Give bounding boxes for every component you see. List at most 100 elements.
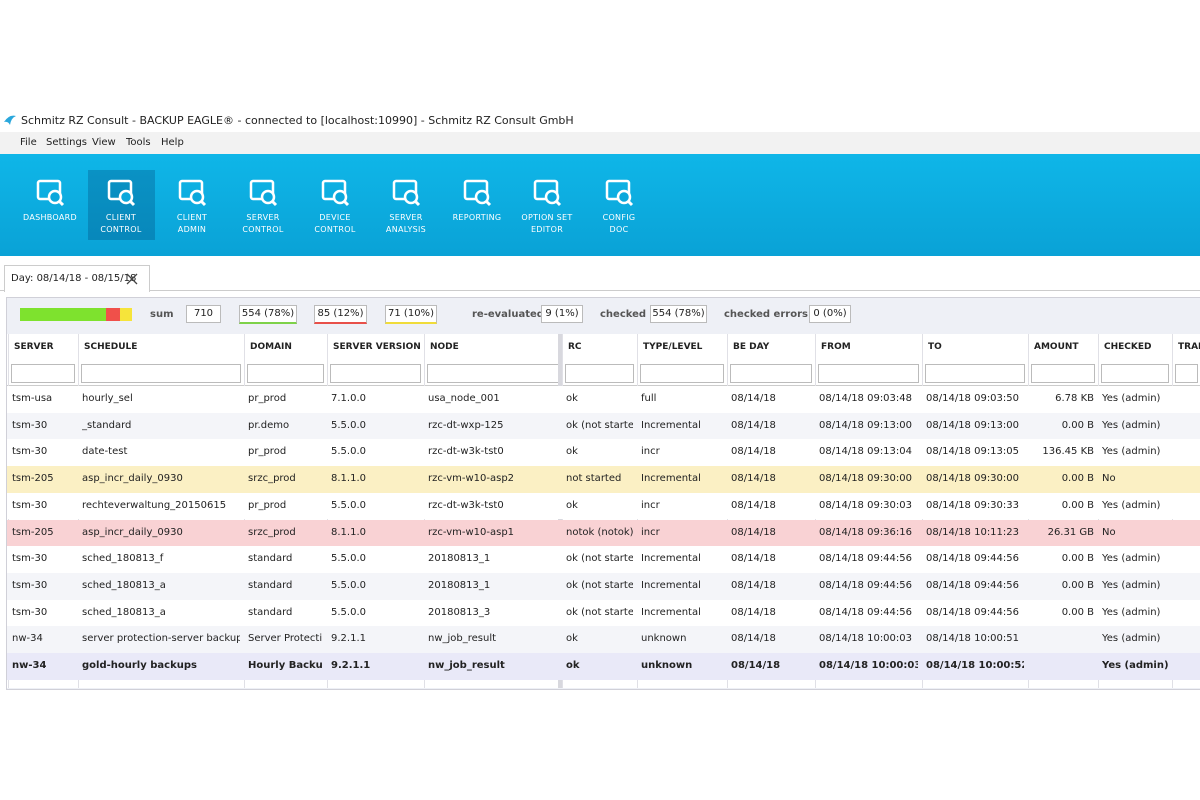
- table-cell: sched_180813_a: [82, 579, 166, 591]
- tool-label[interactable]: CONFIG: [602, 213, 636, 222]
- column-header[interactable]: TYPE/LEVEL: [643, 342, 703, 352]
- table-cell: ok: [566, 660, 580, 671]
- column-filter[interactable]: [818, 364, 919, 383]
- ok-box: 554 (78%): [239, 305, 297, 324]
- column-filter[interactable]: [1031, 364, 1095, 383]
- column-filter[interactable]: [81, 364, 241, 383]
- table-cell: Yes (admin): [1102, 499, 1161, 511]
- error-box: 85 (12%): [314, 305, 367, 324]
- table-cell: 5.5.0.0: [331, 419, 366, 431]
- table-row[interactable]: [7, 386, 1200, 413]
- column-filter[interactable]: [427, 364, 559, 383]
- table-row[interactable]: [7, 546, 1200, 573]
- table-cell: _standard: [82, 419, 132, 431]
- table-cell: tsm-205: [12, 526, 54, 538]
- menu-item[interactable]: Help: [161, 137, 184, 148]
- column-header[interactable]: AMOUNT: [1034, 342, 1079, 352]
- table-cell: 08/14/18 10:00:51: [926, 633, 1020, 645]
- table-row[interactable]: [7, 412, 1200, 440]
- tool-label[interactable]: CLIENT: [105, 213, 137, 222]
- progress-warning: [120, 308, 132, 321]
- tool-label[interactable]: CLIENT: [176, 213, 208, 222]
- tool-icon: [463, 179, 492, 207]
- table-cell: 5.5.0.0: [331, 579, 366, 591]
- table-cell: 0.00 B: [1061, 579, 1094, 591]
- table-cell: ok (not started): [566, 579, 633, 591]
- table-row[interactable]: [7, 572, 1200, 600]
- column-filter[interactable]: [565, 364, 634, 383]
- table-cell: rzc-dt-w3k-tst0: [428, 499, 504, 511]
- tool-label[interactable]: SERVER: [389, 213, 423, 222]
- column-header[interactable]: FROM: [821, 342, 851, 352]
- table-cell: 08/14/18 09:03:50: [926, 393, 1020, 404]
- menu-item[interactable]: Settings: [46, 137, 88, 148]
- column-header[interactable]: TO: [928, 342, 942, 352]
- column-filter[interactable]: [730, 364, 812, 383]
- table-row[interactable]: [7, 653, 1200, 680]
- tool-label[interactable]: SERVER: [246, 213, 280, 222]
- menu-item[interactable]: File: [20, 137, 37, 148]
- table-cell: 08/14/18: [731, 633, 776, 645]
- table-cell: 9.2.1.1: [331, 660, 371, 671]
- column-filter[interactable]: [925, 364, 1025, 383]
- table-row[interactable]: [7, 519, 1200, 547]
- table-row[interactable]: [7, 626, 1200, 653]
- tab-close[interactable]: [126, 273, 138, 285]
- table-cell: tsm-30: [12, 579, 48, 591]
- tool-label[interactable]: ANALYSIS: [385, 225, 427, 234]
- tool-label[interactable]: REPORTING: [452, 213, 502, 222]
- column-header[interactable]: CHECKED: [1104, 342, 1152, 352]
- column-filter[interactable]: [1101, 364, 1169, 383]
- tool-label[interactable]: ADMIN: [177, 225, 207, 234]
- column-header[interactable]: SERVER: [14, 342, 54, 352]
- column-header[interactable]: RC: [568, 342, 582, 352]
- table-row[interactable]: [7, 466, 1200, 493]
- column-filter[interactable]: [640, 364, 724, 383]
- reevaluated-label: re-evaluated: [472, 309, 544, 320]
- table-cell: unknown: [641, 660, 693, 671]
- table-cell: 08/14/18: [731, 473, 776, 485]
- table-cell: Incremental: [641, 606, 701, 618]
- table-cell: tsm-30: [12, 606, 48, 618]
- tool-label[interactable]: DEVICE: [319, 213, 351, 222]
- tool-label[interactable]: OPTION SET: [521, 213, 573, 222]
- table-cell: Server Protecti...: [248, 633, 323, 645]
- column-header[interactable]: NODE: [430, 342, 459, 352]
- table-row[interactable]: [7, 439, 1200, 467]
- tool-label[interactable]: DOC: [609, 225, 629, 234]
- column-filter[interactable]: [1175, 364, 1198, 383]
- table-cell: nw_job_result: [428, 633, 497, 645]
- menu-item[interactable]: View: [92, 137, 116, 148]
- tool-icon: [249, 179, 278, 207]
- tool-label[interactable]: EDITOR: [530, 225, 564, 234]
- tool-label[interactable]: CONTROL: [242, 225, 284, 234]
- column-header[interactable]: SCHEDULE: [84, 342, 138, 352]
- table-cell: Yes (admin): [1102, 446, 1161, 458]
- table-cell: 08/14/18: [731, 606, 776, 618]
- column-filter[interactable]: [330, 364, 421, 383]
- tool-label[interactable]: CONTROL: [100, 225, 142, 234]
- table-cell: 08/14/18 09:13:00: [926, 419, 1020, 431]
- column-header[interactable]: TRAN: [1178, 342, 1200, 352]
- table-cell: usa_node_001: [428, 393, 500, 404]
- table-cell: unknown: [641, 633, 687, 645]
- table-row[interactable]: [7, 492, 1200, 520]
- column-filter[interactable]: [11, 364, 75, 383]
- progress-error: [106, 308, 120, 321]
- column-header[interactable]: BE DAY: [733, 342, 770, 352]
- tab[interactable]: Day: 08/14/18 - 08/15/18: [4, 265, 150, 292]
- checked-label: checked: [600, 309, 647, 320]
- table-cell: sched_180813_a: [82, 606, 166, 618]
- column-header[interactable]: SERVER VERSION: [333, 342, 421, 352]
- table-cell: Yes (admin): [1102, 660, 1168, 671]
- column-filter[interactable]: [247, 364, 324, 383]
- column-header[interactable]: DOMAIN: [250, 342, 292, 352]
- table-cell: Yes (admin): [1102, 633, 1161, 645]
- tool-label[interactable]: DASHBOARD: [23, 213, 77, 222]
- table-cell: pr.demo: [248, 419, 290, 431]
- tool-label[interactable]: CONTROL: [314, 225, 356, 234]
- table-cell: nw_job_result: [428, 660, 505, 671]
- table-row[interactable]: [7, 599, 1200, 627]
- menu-item[interactable]: Tools: [126, 137, 151, 148]
- table-cell: 08/14/18 10:00:52: [926, 660, 1024, 671]
